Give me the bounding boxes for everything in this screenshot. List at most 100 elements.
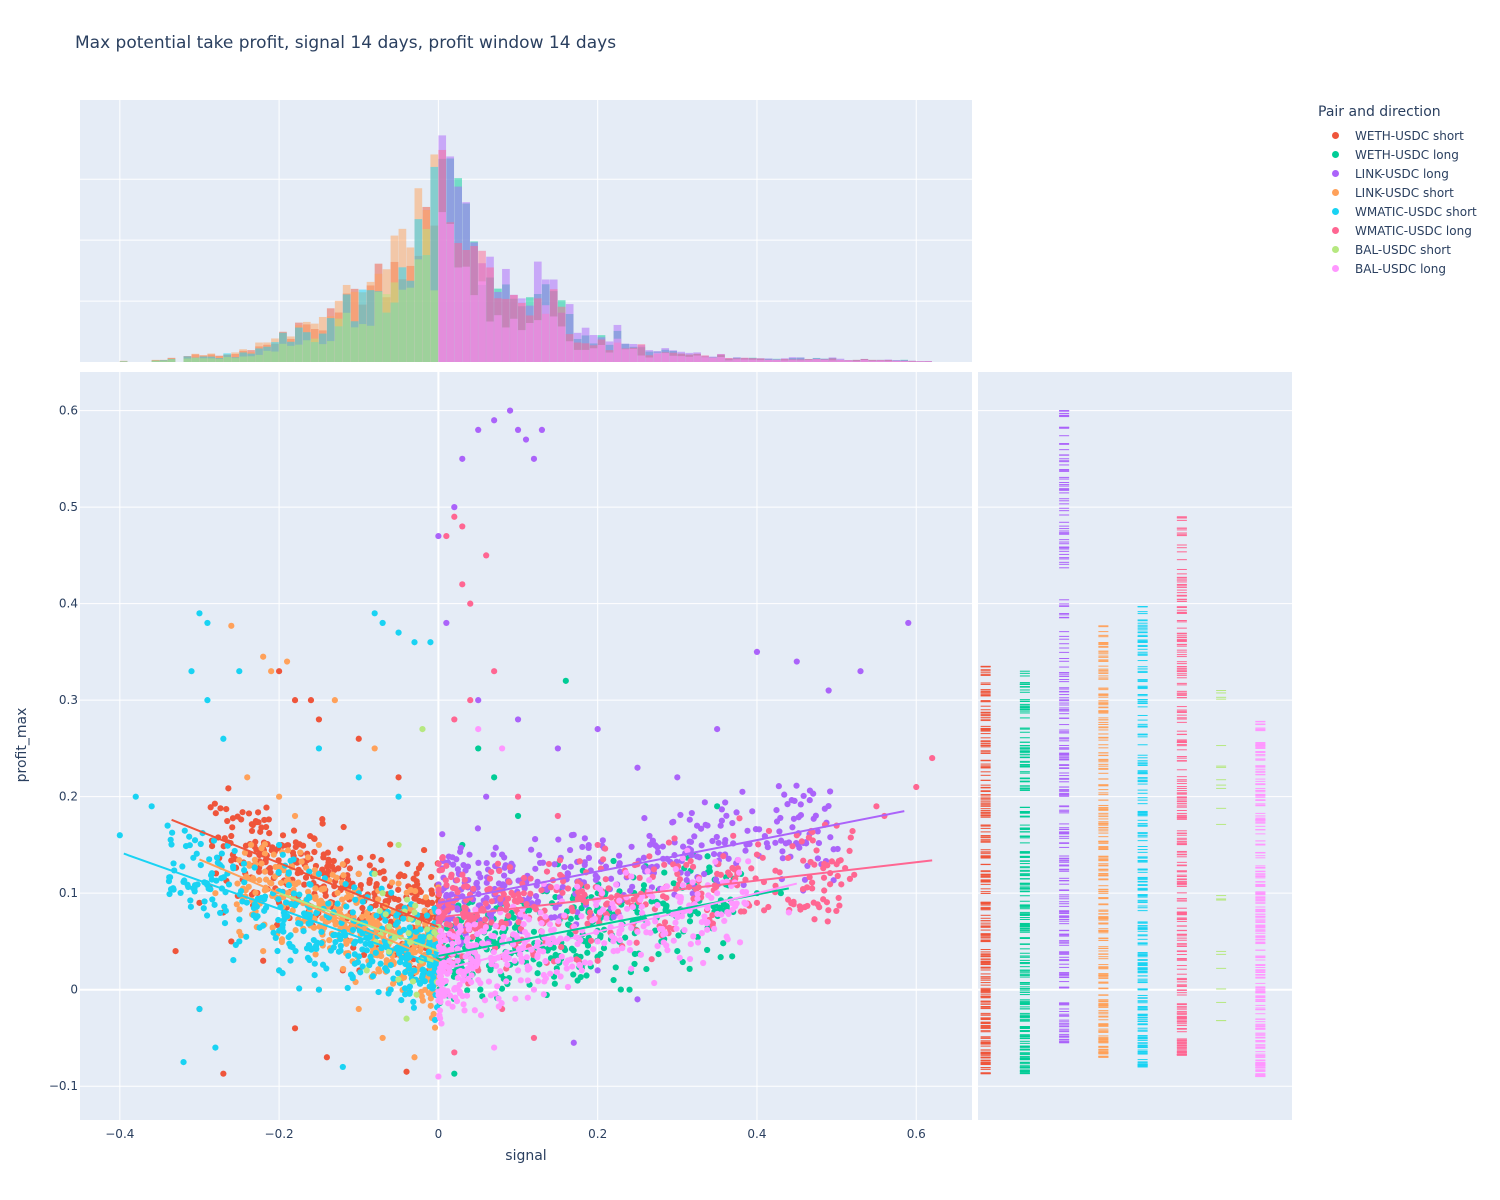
scatter-point[interactable] (275, 869, 282, 876)
scatter-point[interactable] (701, 799, 708, 806)
scatter-point[interactable] (689, 879, 696, 886)
scatter-point[interactable] (224, 842, 231, 849)
histogram-bar[interactable] (796, 360, 805, 362)
scatter-point[interactable] (521, 939, 528, 946)
scatter-point[interactable] (316, 923, 323, 930)
scatter-point[interactable] (551, 980, 558, 987)
scatter-point[interactable] (169, 829, 176, 836)
scatter-point[interactable] (284, 842, 291, 849)
scatter-point[interactable] (803, 884, 811, 891)
scatter-point[interactable] (342, 880, 349, 888)
scatter-point[interactable] (325, 900, 332, 907)
scatter-point[interactable] (363, 967, 370, 974)
scatter-point[interactable] (602, 863, 610, 870)
scatter-point[interactable] (590, 946, 597, 953)
scatter-point[interactable] (564, 885, 572, 892)
scatter-point[interactable] (523, 900, 530, 908)
scatter-point[interactable] (634, 928, 641, 935)
histogram-bar[interactable] (231, 358, 239, 362)
scatter-point[interactable] (663, 894, 670, 901)
scatter-point[interactable] (379, 619, 386, 627)
scatter-point[interactable] (279, 851, 286, 858)
scatter-point[interactable] (679, 882, 686, 889)
scatter-point[interactable] (398, 996, 405, 1004)
scatter-point[interactable] (287, 957, 294, 964)
histogram-bar[interactable] (820, 359, 829, 362)
scatter-point[interactable] (516, 951, 524, 958)
scatter-point[interactable] (254, 809, 262, 816)
scatter-point[interactable] (258, 860, 265, 867)
scatter-point[interactable] (661, 861, 668, 868)
scatter-point[interactable] (351, 940, 358, 947)
scatter-point[interactable] (487, 992, 495, 999)
scatter-point[interactable] (310, 924, 318, 931)
histogram-bar[interactable] (876, 360, 885, 362)
scatter-point[interactable] (846, 847, 853, 855)
scatter-point[interactable] (720, 853, 727, 860)
scatter-point[interactable] (584, 920, 591, 927)
scatter-point[interactable] (366, 933, 373, 941)
scatter-point[interactable] (694, 939, 702, 946)
scatter-point[interactable] (349, 926, 357, 934)
scatter-point[interactable] (206, 856, 213, 863)
scatter-point[interactable] (779, 855, 786, 862)
scatter-point[interactable] (412, 888, 419, 895)
scatter-point[interactable] (594, 957, 601, 964)
scatter-point[interactable] (403, 1015, 410, 1022)
scatter-point[interactable] (628, 965, 635, 972)
scatter-point[interactable] (376, 907, 383, 914)
scatter-point[interactable] (369, 958, 376, 965)
scatter-point[interactable] (435, 532, 442, 540)
histogram-bar[interactable] (844, 360, 853, 362)
scatter-point[interactable] (570, 1039, 577, 1046)
scatter-point[interactable] (694, 910, 701, 917)
scatter-point[interactable] (330, 944, 337, 951)
scatter-point[interactable] (357, 969, 364, 976)
scatter-point[interactable] (694, 895, 701, 902)
scatter-point[interactable] (753, 851, 761, 858)
scatter-point[interactable] (191, 837, 199, 844)
scatter-point[interactable] (366, 879, 373, 886)
histogram-bar[interactable] (605, 352, 614, 362)
scatter-point[interactable] (472, 906, 479, 913)
scatter-point[interactable] (431, 1016, 439, 1024)
scatter-point[interactable] (313, 909, 320, 917)
scatter-point[interactable] (599, 906, 607, 913)
histogram-bar[interactable] (749, 359, 757, 362)
scatter-point[interactable] (450, 968, 458, 975)
scatter-point[interactable] (244, 774, 251, 781)
scatter-point[interactable] (717, 822, 724, 829)
scatter-point[interactable] (387, 962, 394, 969)
scatter-point[interactable] (401, 985, 409, 992)
scatter-point[interactable] (654, 844, 661, 851)
scatter-point[interactable] (272, 934, 279, 942)
scatter-point[interactable] (359, 904, 366, 912)
scatter-point[interactable] (469, 965, 476, 972)
scatter-point[interactable] (500, 924, 507, 932)
scatter-point[interactable] (729, 953, 736, 960)
scatter-point[interactable] (820, 874, 828, 881)
histogram-bar[interactable] (852, 361, 861, 362)
scatter-point[interactable] (367, 905, 374, 912)
scatter-point[interactable] (279, 832, 287, 839)
histogram-bar[interactable] (199, 358, 208, 362)
scatter-point[interactable] (475, 697, 482, 704)
scatter-point[interactable] (217, 805, 224, 812)
scatter-point[interactable] (728, 899, 735, 907)
scatter-point[interactable] (401, 872, 408, 880)
scatter-point[interactable] (809, 829, 816, 836)
histogram-bar[interactable] (653, 352, 662, 362)
histogram-bar[interactable] (263, 350, 271, 362)
scatter-point[interactable] (251, 856, 259, 863)
scatter-point[interactable] (674, 774, 681, 781)
scatter-point[interactable] (395, 886, 402, 893)
scatter-point[interactable] (402, 969, 409, 976)
scatter-point[interactable] (551, 861, 558, 868)
scatter-point[interactable] (315, 986, 323, 993)
histogram-bar[interactable] (366, 325, 375, 362)
scatter-point[interactable] (459, 871, 466, 878)
scatter-point[interactable] (542, 913, 549, 920)
scatter-point[interactable] (437, 1015, 444, 1022)
scatter-point[interactable] (594, 726, 601, 733)
scatter-point[interactable] (274, 921, 281, 928)
